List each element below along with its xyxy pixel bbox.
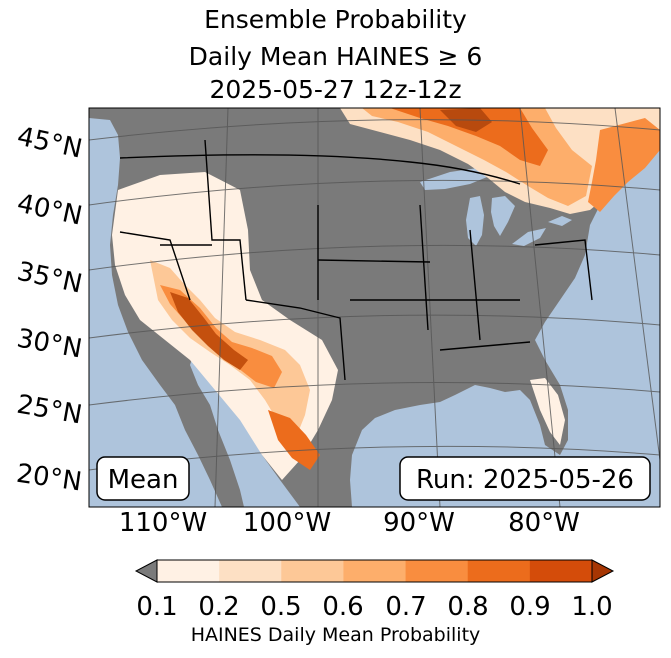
colorbar-segment [529,560,593,582]
mean-label-box: Mean [96,456,190,501]
map-frame [88,107,661,508]
colorbar-frame [156,559,593,583]
colorbar-tick: 0.8 [447,592,488,622]
colorbar-segment [281,560,344,582]
lat-label-45: 45°N [14,122,84,165]
lat-label-25: 25°N [15,390,85,431]
state-borders [119,139,593,381]
colorbar-over-arrow [591,559,615,583]
prob-southwest-max [170,292,248,370]
lat-label-35: 35°N [14,257,84,300]
colorbar-segment [219,560,282,582]
title-line-1: Ensemble Probability [204,5,467,34]
colorbar-segment [157,560,220,582]
lon-label-110w: 110°W [119,508,207,538]
colorbar-segment [467,560,531,582]
prob-canada-high [390,108,548,166]
lat-label-40: 40°N [14,189,84,232]
mean-label: Mean [108,465,179,495]
lon-label-90w: 90°W [383,508,455,538]
lat-label-30: 30°N [15,324,85,365]
prob-texas [268,410,320,470]
colorbar-tick: 0.9 [509,592,550,622]
title-line-2: Daily Mean HAINES ≥ 6 [188,42,483,71]
colorbar-tick: 0.7 [385,592,426,622]
run-label-box: Run: 2025-05-26 [399,456,651,501]
colorbar-tick: 1.0 [571,592,612,622]
colorbar-tick: 0.1 [136,592,177,622]
title-line-3: 2025-05-27 12z-12z [209,75,462,104]
colorbar-tick: 0.5 [260,592,301,622]
lat-label-20: 20°N [15,459,84,498]
lon-label-80w: 80°W [508,508,580,538]
colorbar-segment [343,560,407,582]
run-label: Run: 2025-05-26 [416,465,634,495]
colorbar-tick: 0.2 [198,592,239,622]
great-lakes [420,168,572,246]
map-area [89,108,660,507]
colorbar-label: HAINES Daily Mean Probability [190,624,481,646]
colorbar-segment [405,560,469,582]
colorbar: 0.1 0.2 0.5 0.6 0.7 0.8 0.9 1.0 [134,559,615,622]
prob-florida [530,378,565,445]
lon-label-100w: 100°W [243,508,331,538]
prob-northeast [588,118,660,212]
colorbar-under-arrow [134,559,158,583]
colorbar-tick: 0.6 [322,592,363,622]
